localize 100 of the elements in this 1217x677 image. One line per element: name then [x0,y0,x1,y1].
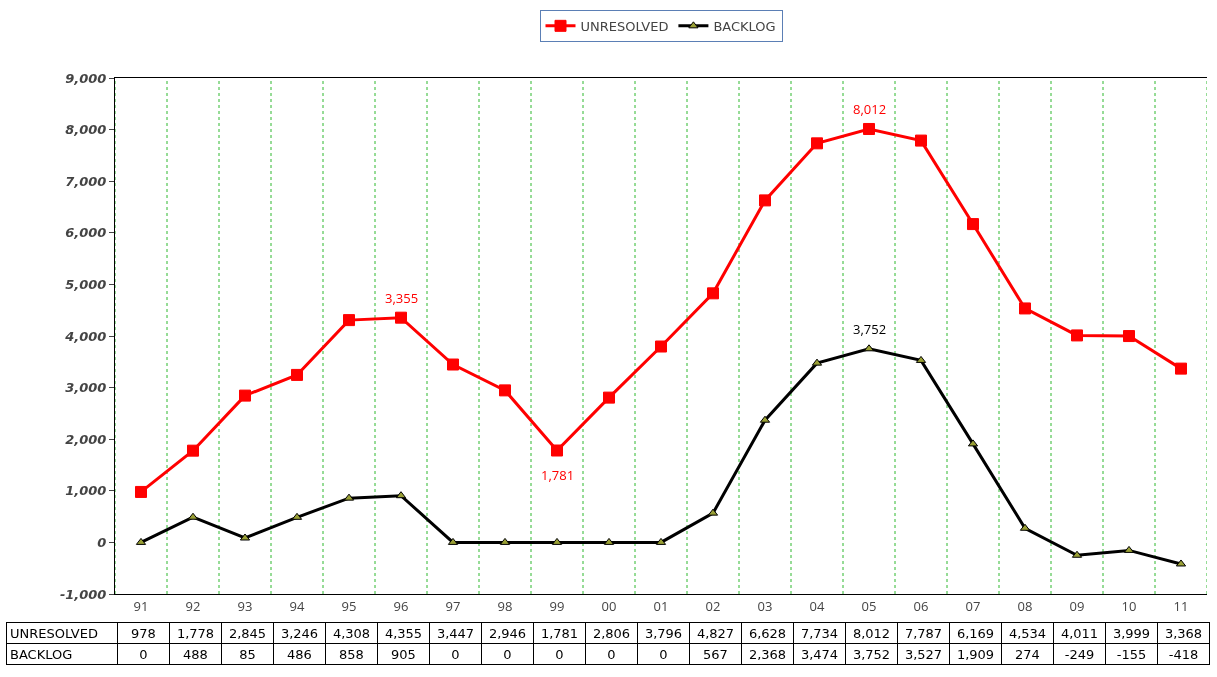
x-tick-label: 08 [1017,596,1033,615]
point [135,485,147,498]
data-label: 4,534 [1001,622,1054,644]
data-label: -418 [1157,643,1210,665]
data-label: 6,628 [741,622,794,644]
point [1123,330,1135,343]
y-tick-label: 3,000 [65,380,107,396]
data-label: 486 [273,643,326,665]
annotation: 3,752 [853,320,887,338]
data-label: 2,806 [585,622,638,644]
point [187,444,199,457]
data-label: -249 [1053,643,1106,665]
x-tick-label: 10 [1121,596,1137,615]
data-label: 3,752 [845,643,898,665]
data-label: 2,368 [741,643,794,665]
point [863,122,875,135]
x-tick-label: 03 [757,596,773,615]
x-tick-label: 05 [861,596,877,615]
data-label: 3,527 [897,643,950,665]
data-label: 274 [1001,643,1054,665]
data-label: 0 [533,643,586,665]
x-tick-label: 07 [965,596,981,615]
legend-label: UNRESOLVED [580,18,669,34]
point [343,314,355,327]
x-tick-label: 06 [913,596,929,615]
x-tick-label: 00 [601,596,617,615]
data-label: 3,796 [637,622,690,644]
text: UNRESOLVED [10,625,98,641]
x-tick-label: 01 [653,596,669,615]
x-tick-label: 91 [133,596,149,615]
data-label: 0 [481,643,534,665]
data-label: 858 [325,643,378,665]
point [447,358,459,371]
data-label: 6,169 [949,622,1002,644]
data-label: 488 [169,643,222,665]
data-label: 3,246 [273,622,326,644]
data-label: 978 [117,622,170,644]
point [499,384,511,397]
y-tick-label: 7,000 [65,173,107,189]
y-tick-label: 1,000 [65,483,107,499]
data-label: 85 [221,643,274,665]
x-tick-label: 99 [549,596,565,615]
point [655,340,667,353]
data-label: 3,474 [793,643,846,665]
data-label: 1,781 [533,622,586,644]
data-label: 3,368 [1157,622,1210,644]
data-label: 0 [637,643,690,665]
x-tick-label: 97 [445,596,461,615]
y-tick-label: 8,000 [65,122,107,138]
x-tick-label: 98 [497,596,513,615]
data-label: 0 [117,643,170,665]
point [967,218,979,231]
data-label: 3,447 [429,622,482,644]
x-tick-label: 92 [185,596,201,615]
data-label: 567 [689,643,742,665]
x-tick-label: 94 [289,596,305,615]
point [811,137,823,150]
y-tick-label: -1,000 [59,586,107,602]
point [291,368,303,381]
legend-label: BACKLOG [713,18,776,34]
x-tick-label: 93 [237,596,253,615]
x-tick-label: 09 [1069,596,1085,615]
x-tick-label: 95 [341,596,357,615]
point [759,194,771,207]
point [551,444,563,457]
y-tick-label: 4,000 [64,328,107,344]
y-tick-label: 6,000 [65,225,107,241]
text: BACKLOG [10,646,73,662]
y-tick-label: 2,000 [65,431,107,447]
point [1071,329,1083,342]
point [1019,302,1031,315]
point [603,391,615,404]
x-tick-label: 02 [705,596,721,615]
data-label: 0 [585,643,638,665]
x-tick-label: 96 [393,596,409,615]
data-label: 4,355 [377,622,430,644]
data-label: 1,909 [949,643,1002,665]
data-label: 4,827 [689,622,742,644]
data-label: 3,999 [1105,622,1158,644]
point [395,311,407,324]
data-label: 7,787 [897,622,950,644]
data-label: 4,308 [325,622,378,644]
data-label: 8,012 [845,622,898,644]
y-tick-label: 9,000 [65,70,107,86]
data-label: 905 [377,643,430,665]
data-label: 7,734 [793,622,846,644]
point [915,134,927,147]
data-label: 4,011 [1053,622,1106,644]
point [239,389,251,402]
y-tick-label: 0 [97,534,107,550]
data-label: 1,778 [169,622,222,644]
data-label: 2,845 [221,622,274,644]
data-label: 0 [429,643,482,665]
y-tick-label: 5,000 [65,276,107,292]
data-label: 2,946 [481,622,534,644]
annotation: 8,012 [853,100,887,118]
x-tick-label: 04 [809,596,825,615]
annotation: 3,355 [385,289,419,307]
data-label: -155 [1105,643,1158,665]
point [707,287,719,300]
